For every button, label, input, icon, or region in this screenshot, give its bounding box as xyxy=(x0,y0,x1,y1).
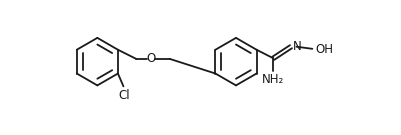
Text: N: N xyxy=(293,40,302,53)
Text: NH₂: NH₂ xyxy=(262,73,284,86)
Text: OH: OH xyxy=(316,43,334,56)
Text: O: O xyxy=(147,52,156,65)
Text: Cl: Cl xyxy=(118,89,130,102)
